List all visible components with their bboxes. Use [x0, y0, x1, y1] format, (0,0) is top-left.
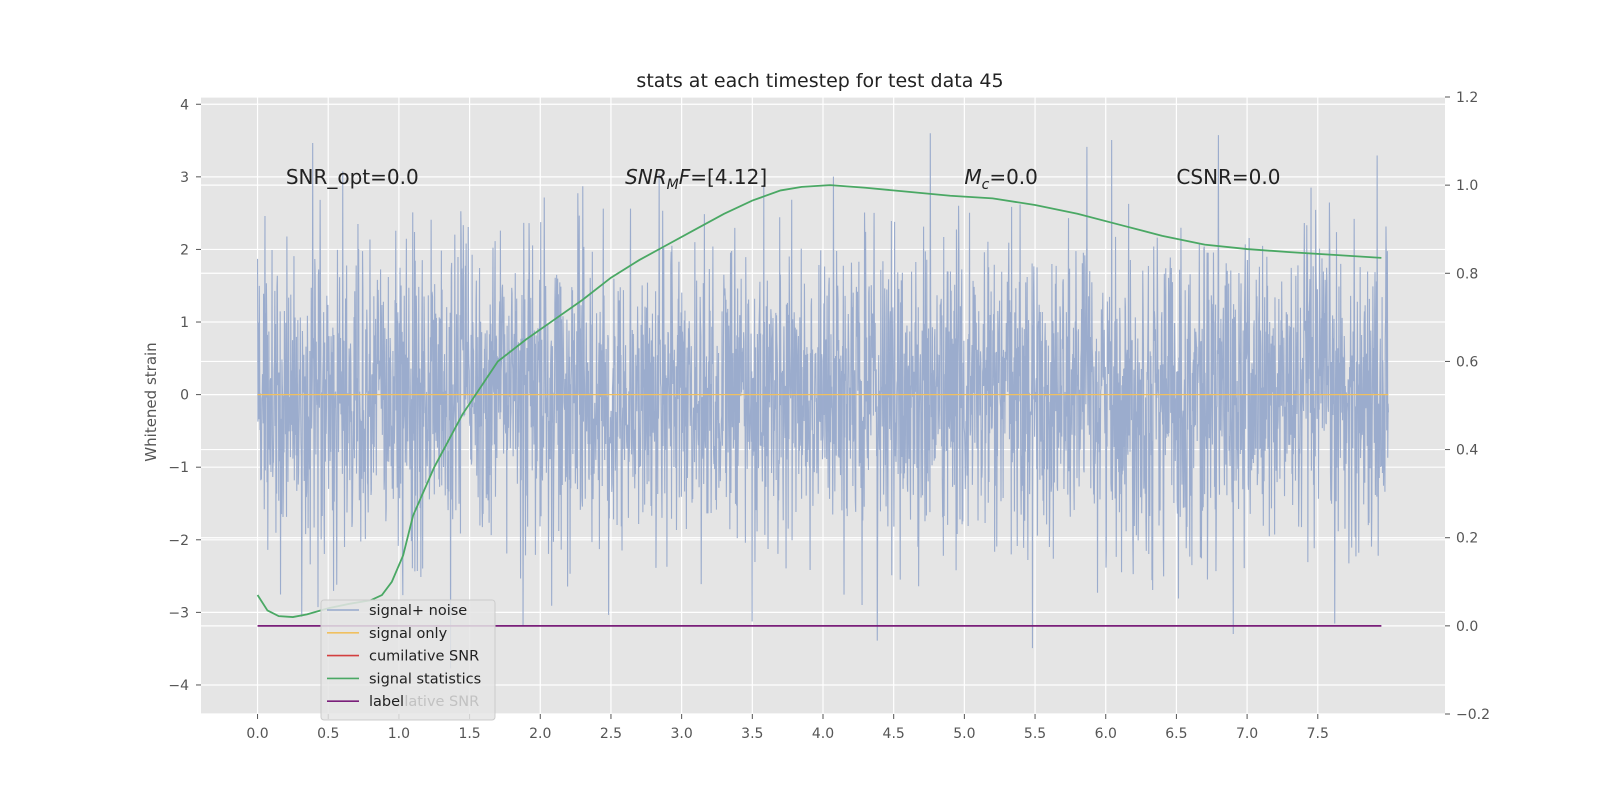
x-tick-label: 5.0	[953, 726, 975, 742]
y-tick-label: 3	[180, 170, 189, 186]
legend-label-bg	[367, 690, 405, 709]
y2-tick-label: 0.6	[1456, 354, 1478, 370]
series-signal-noise	[257, 133, 1389, 669]
annotations: SNR_opt=0.0 SNRMF=[4.12] Mc=0.0 CSNR=0.0	[286, 165, 1281, 193]
legend-label: label	[369, 694, 404, 710]
y-tick-label: −4	[168, 678, 189, 694]
axes: 0.0 0.5 1.0 1.5 2.0 2.5 3.0 3.5 4.0 4.5 5.0 5.5 6.0 6…	[168, 90, 1490, 742]
x-tick-label: 3.5	[741, 726, 763, 742]
y2-tick-label: 0.2	[1456, 531, 1478, 547]
y-tick-label: 4	[180, 97, 189, 113]
x-tick-label: 4.0	[812, 726, 834, 742]
x-tick-label: 0.5	[317, 726, 339, 742]
x-tick-label: 7.5	[1307, 726, 1329, 742]
y-axis-label: Whitened strain	[142, 342, 160, 461]
series-line-signal-noise	[257, 133, 1389, 669]
y-tick-label: 1	[180, 315, 189, 331]
y-tick-label: −1	[168, 460, 189, 476]
annotation: CSNR=0.0	[1176, 165, 1280, 189]
x-tick-label: 2.0	[529, 726, 551, 742]
legend-label: signal+ noise	[369, 603, 467, 619]
y-tick-label: 2	[180, 242, 189, 258]
y-tick-label: 0	[180, 388, 189, 404]
x-tick-label: 0.0	[246, 726, 268, 742]
y2-tick-label: 0.8	[1456, 266, 1478, 282]
x-tick-label: 6.0	[1095, 726, 1117, 742]
chart-title: stats at each timestep for test data 45	[636, 70, 1003, 92]
annotation: SNRMF=[4.12]	[625, 165, 767, 193]
y2-tick-label: 1.2	[1456, 90, 1478, 106]
legend-box	[320, 599, 496, 721]
y2-tick-label: 0.0	[1456, 619, 1478, 635]
legend-label: cumilative SNR	[369, 649, 479, 665]
annotation: SNR_opt=0.0	[286, 165, 419, 189]
annotation: Mc=0.0	[964, 165, 1038, 193]
legend-label: signal only	[369, 626, 448, 642]
x-tick-label: 5.5	[1024, 726, 1046, 742]
y2-tick-label: 1.0	[1456, 178, 1478, 194]
x-tick-label: 6.5	[1165, 726, 1187, 742]
legend-label: signal statistics	[369, 671, 481, 687]
y-tick-label: −2	[168, 533, 189, 549]
x-tick-label: 1.5	[458, 726, 480, 742]
x-tick-label: 4.5	[883, 726, 905, 742]
y-tick-label: −3	[168, 605, 189, 621]
y2-tick-label: 0.4	[1456, 443, 1478, 459]
x-tick-label: 3.0	[671, 726, 693, 742]
y2-tick-label: −0.2	[1456, 707, 1490, 723]
x-tick-label: 2.5	[600, 726, 622, 742]
x-tick-label: 7.0	[1236, 726, 1258, 742]
x-tick-label: 1.0	[388, 726, 410, 742]
